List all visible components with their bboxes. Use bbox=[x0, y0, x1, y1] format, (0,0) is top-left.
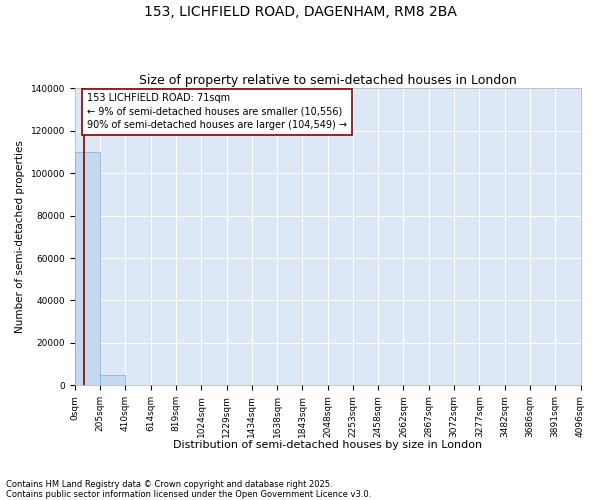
Title: Size of property relative to semi-detached houses in London: Size of property relative to semi-detach… bbox=[139, 74, 517, 87]
Text: Contains HM Land Registry data © Crown copyright and database right 2025.
Contai: Contains HM Land Registry data © Crown c… bbox=[6, 480, 371, 499]
Bar bbox=[75, 152, 100, 386]
Text: 153, LICHFIELD ROAD, DAGENHAM, RM8 2BA: 153, LICHFIELD ROAD, DAGENHAM, RM8 2BA bbox=[143, 5, 457, 19]
X-axis label: Distribution of semi-detached houses by size in London: Distribution of semi-detached houses by … bbox=[173, 440, 482, 450]
Text: 153 LICHFIELD ROAD: 71sqm
← 9% of semi-detached houses are smaller (10,556)
90% : 153 LICHFIELD ROAD: 71sqm ← 9% of semi-d… bbox=[87, 94, 347, 130]
Bar bbox=[100, 375, 125, 386]
Y-axis label: Number of semi-detached properties: Number of semi-detached properties bbox=[15, 140, 25, 333]
